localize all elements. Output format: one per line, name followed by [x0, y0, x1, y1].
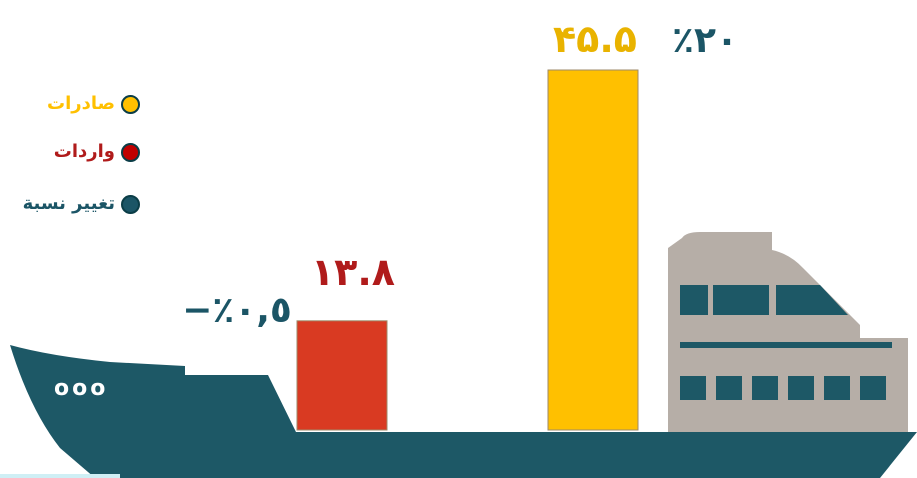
window-band [680, 342, 892, 348]
window-9 [860, 376, 886, 400]
hull-portholes: ooo [54, 376, 108, 401]
change-label-imports: −٪٠,٥ [182, 290, 292, 331]
legend-item: تغيير نسبة [0, 193, 140, 214]
window-6 [752, 376, 778, 400]
legend-item: واردات [0, 141, 140, 162]
window-3 [776, 285, 848, 315]
window-8 [824, 376, 850, 400]
legend-item: صادرات [0, 93, 140, 114]
ship-hull [10, 345, 917, 478]
waterline [0, 474, 120, 478]
window-4 [680, 376, 706, 400]
ship-superstructure [668, 232, 908, 433]
bars-group [296, 69, 639, 431]
legend-dot-icon [121, 142, 140, 162]
legend-dot-icon [121, 94, 140, 114]
legend-label: صادرات [46, 93, 115, 114]
change-label-exports: ٪٢٠ [672, 20, 738, 61]
window-7 [788, 376, 814, 400]
legend-label: واردات [53, 141, 115, 162]
window-2 [713, 285, 769, 315]
legend-label: تغيير نسبة [22, 193, 115, 214]
bar-imports [296, 320, 388, 431]
legend-dot-icon [121, 194, 140, 214]
labels-group: ١٣.٨ −٪٠,٥ ۴۵.۵ ٪٢٠ [182, 17, 738, 331]
bar-exports [547, 69, 639, 431]
value-label-exports: ۴۵.۵ [553, 17, 637, 61]
value-label-imports: ١٣.٨ [311, 250, 395, 294]
window-5 [716, 376, 742, 400]
window-1 [680, 285, 708, 315]
